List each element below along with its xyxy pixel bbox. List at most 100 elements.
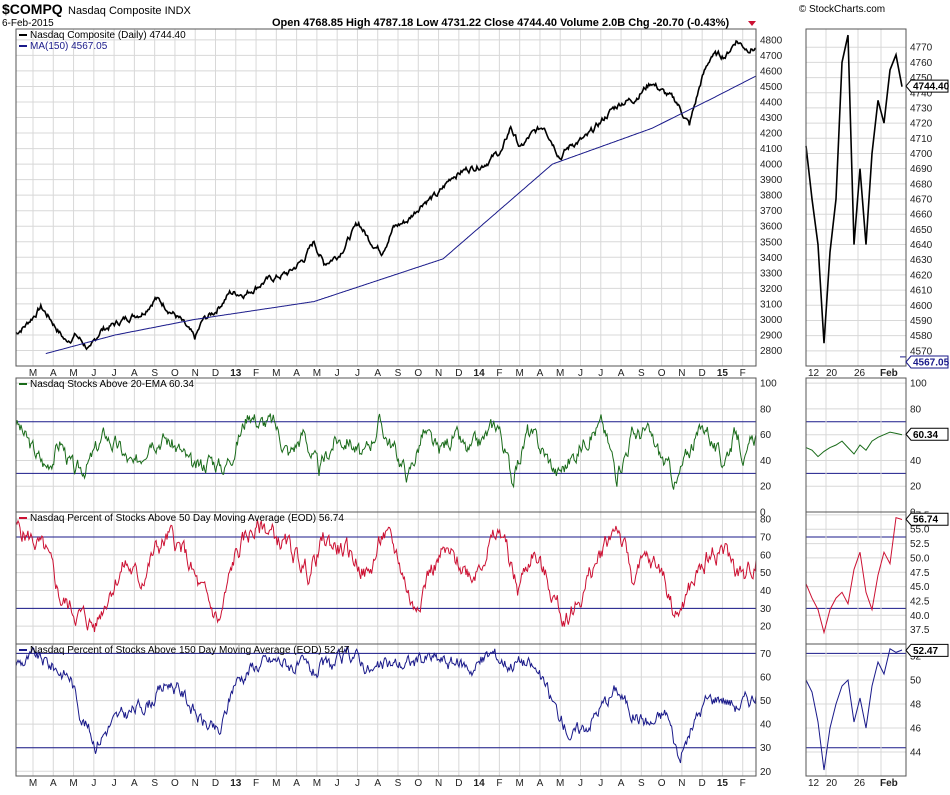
- zoom-date-label: Feb: [880, 368, 898, 379]
- y-tick-label: 4400: [760, 97, 783, 108]
- y-tick-label: 100: [760, 379, 777, 390]
- zoom-date-label: 20: [826, 778, 838, 789]
- month-label: 13: [230, 778, 242, 789]
- zoom-y-tick-label: 44: [910, 748, 922, 759]
- month-label: S: [151, 778, 158, 789]
- month-label: F: [496, 368, 502, 379]
- zoom-y-tick-label: 46: [910, 724, 922, 735]
- month-label: O: [171, 368, 179, 379]
- month-label: A: [537, 778, 544, 789]
- zoom-y-tick-label: 47.5: [910, 568, 930, 579]
- panel-border: [15, 28, 757, 367]
- month-label: A: [293, 778, 300, 789]
- month-label: N: [435, 778, 442, 789]
- last-value-flag: [905, 512, 949, 526]
- month-label: A: [374, 368, 381, 379]
- month-label: M: [313, 368, 321, 379]
- zoom-y-tick-label: 4680: [910, 179, 933, 190]
- brand-label: © StockCharts.com: [799, 4, 885, 15]
- zoom-y-tick-label: 4650: [910, 225, 933, 236]
- month-label: 13: [230, 368, 242, 379]
- panel-pct50: 20 30 40 50 60 70 80 Nasdaq Percent of Stocks A…: [15, 510, 949, 645]
- month-label: A: [618, 368, 625, 379]
- y-tick-label: 4200: [760, 129, 783, 140]
- zoom-date-label: 26: [854, 778, 866, 789]
- y-tick-label: 80: [760, 404, 772, 415]
- y-tick-label: 4000: [760, 160, 783, 171]
- y-tick-label: 4800: [760, 35, 783, 46]
- series-line: [45, 75, 757, 355]
- zoom-y-tick-label: 40: [910, 456, 922, 467]
- month-label: D: [455, 368, 462, 379]
- month-label: A: [131, 778, 138, 789]
- y-tick-label: 4300: [760, 113, 783, 124]
- month-label: F: [496, 778, 502, 789]
- month-label: J: [578, 778, 583, 789]
- panel-pct150: 20 30 40 50 60 70 Nasdaq Percent of Stocks Abo…: [15, 643, 949, 789]
- y-tick-label: 20: [760, 622, 772, 633]
- zoom-y-tick-label: 45.0: [910, 582, 930, 593]
- y-tick-label: 50: [760, 696, 772, 707]
- zoom-panel-border: [805, 643, 907, 777]
- month-label: A: [374, 778, 381, 789]
- month-label: D: [699, 778, 706, 789]
- month-label: S: [395, 368, 402, 379]
- y-tick-label: 3000: [760, 315, 783, 326]
- month-label: J: [355, 368, 360, 379]
- zoom-y-tick-label: 4720: [910, 119, 933, 130]
- month-label: M: [515, 368, 523, 379]
- zoom-date-label: 12: [808, 368, 820, 379]
- y-tick-label: 0: [760, 508, 766, 519]
- y-tick-label: 4500: [760, 82, 783, 93]
- month-label: 15: [717, 368, 729, 379]
- security-name: Nasdaq Composite INDX: [68, 5, 192, 17]
- zoom-series-line: [805, 648, 903, 771]
- y-tick-label: 4700: [760, 51, 783, 62]
- month-label: J: [112, 368, 117, 379]
- month-label: J: [335, 778, 340, 789]
- y-tick-label: 30: [760, 743, 772, 754]
- y-tick-label: 3200: [760, 284, 783, 295]
- zoom-y-tick-label: 4740: [910, 88, 933, 99]
- legend-entry: Nasdaq Percent of Stocks Above 50 Day Mo…: [30, 513, 344, 524]
- month-label: M: [69, 368, 77, 379]
- zoom-y-tick-label: 48: [910, 700, 922, 711]
- zoom-y-tick-label: 4630: [910, 255, 933, 266]
- zoom-y-tick-label: 4580: [910, 331, 933, 342]
- y-tick-label: 3900: [760, 175, 783, 186]
- zoom-date-label: 12: [808, 778, 820, 789]
- zoom-panel-border: [805, 511, 907, 645]
- zoom-date-label: Feb: [880, 778, 898, 789]
- series-line: [15, 39, 756, 351]
- y-tick-label: 70: [760, 649, 772, 660]
- month-label: M: [313, 778, 321, 789]
- month-label: N: [192, 368, 199, 379]
- y-tick-label: 2900: [760, 330, 783, 341]
- zoom-y-tick-label: 4710: [910, 134, 933, 145]
- zoom-y-tick-label: 4600: [910, 301, 933, 312]
- month-label: F: [253, 778, 259, 789]
- month-label: J: [91, 368, 96, 379]
- down-arrow-icon: [748, 21, 756, 26]
- y-tick-label: 2800: [760, 346, 783, 357]
- y-tick-label: 3300: [760, 268, 783, 279]
- zoom-series-line: [805, 517, 903, 635]
- zoom-y-tick-label: 4640: [910, 240, 933, 251]
- month-label: S: [638, 778, 645, 789]
- zoom-y-tick-label: 4700: [910, 149, 933, 160]
- month-label: A: [50, 778, 57, 789]
- month-label: A: [131, 368, 138, 379]
- y-tick-label: 3800: [760, 191, 783, 202]
- last-value-label: 4567.05: [913, 358, 950, 369]
- last-value-label: 4744.40: [913, 82, 950, 93]
- panel-border: [15, 643, 757, 777]
- zoom-y-tick-label: 4570: [910, 346, 933, 357]
- last-value-label: 60.34: [913, 430, 938, 441]
- month-label: N: [678, 778, 685, 789]
- month-label: J: [335, 368, 340, 379]
- month-label: F: [740, 368, 746, 379]
- zoom-y-tick-label: 50.0: [910, 553, 930, 564]
- month-label: M: [29, 778, 37, 789]
- zoom-y-tick-label: 4620: [910, 270, 933, 281]
- y-tick-label: 20: [760, 482, 772, 493]
